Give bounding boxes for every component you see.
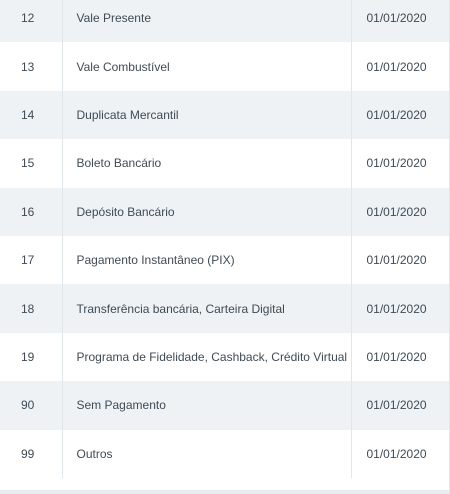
row-description: Pagamento Instantâneo (PIX) bbox=[62, 235, 352, 285]
table-row: 14 Duplicata Mercantil 01/01/2020 bbox=[0, 90, 449, 140]
row-code: 90 bbox=[0, 381, 63, 430]
row-date: 01/01/2020 bbox=[351, 187, 449, 236]
row-date: 01/01/2020 bbox=[351, 332, 449, 382]
row-date: 01/01/2020 bbox=[351, 90, 449, 140]
row-code: 13 bbox=[0, 42, 63, 91]
row-code: 18 bbox=[0, 284, 63, 333]
row-description: Outros bbox=[62, 429, 352, 478]
payment-methods-grid: 12 Vale Presente 01/01/2020 13 Vale Comb… bbox=[0, 0, 449, 478]
table-body: 12 Vale Presente 01/01/2020 13 Vale Comb… bbox=[0, 0, 449, 478]
row-date: 01/01/2020 bbox=[351, 429, 449, 478]
table-row: 15 Boleto Bancário 01/01/2020 bbox=[0, 139, 449, 188]
row-code: 12 bbox=[0, 0, 63, 43]
table-row: 18 Transferência bancária, Carteira Digi… bbox=[0, 284, 449, 333]
row-date: 01/01/2020 bbox=[351, 235, 449, 285]
table-row: 16 Depósito Bancário 01/01/2020 bbox=[0, 187, 449, 236]
row-code: 14 bbox=[0, 90, 63, 140]
row-code: 99 bbox=[0, 429, 63, 478]
row-description: Vale Combustível bbox=[62, 42, 352, 91]
row-description: Duplicata Mercantil bbox=[62, 90, 352, 140]
row-date: 01/01/2020 bbox=[351, 139, 449, 188]
row-date: 01/01/2020 bbox=[351, 284, 449, 333]
row-description: Programa de Fidelidade, Cashback, Crédit… bbox=[62, 332, 352, 382]
table-row: 12 Vale Presente 01/01/2020 bbox=[0, 0, 449, 43]
row-date: 01/01/2020 bbox=[351, 42, 449, 91]
row-code: 16 bbox=[0, 187, 63, 236]
row-description: Transferência bancária, Carteira Digital bbox=[62, 284, 352, 333]
row-description: Sem Pagamento bbox=[62, 381, 352, 430]
table-row: 99 Outros 01/01/2020 bbox=[0, 429, 449, 478]
row-description: Depósito Bancário bbox=[62, 187, 352, 236]
table-row: 13 Vale Combustível 01/01/2020 bbox=[0, 42, 449, 91]
row-code: 19 bbox=[0, 332, 63, 382]
row-date: 01/01/2020 bbox=[351, 381, 449, 430]
table-row: 90 Sem Pagamento 01/01/2020 bbox=[0, 381, 449, 430]
row-description: Boleto Bancário bbox=[62, 139, 352, 188]
table-bottom-border bbox=[0, 490, 449, 494]
table-row: 19 Programa de Fidelidade, Cashback, Cré… bbox=[0, 332, 449, 382]
row-code: 15 bbox=[0, 139, 63, 188]
row-description: Vale Presente bbox=[62, 0, 352, 43]
table-row: 17 Pagamento Instantâneo (PIX) 01/01/202… bbox=[0, 235, 449, 285]
row-date: 01/01/2020 bbox=[351, 0, 449, 43]
row-code: 17 bbox=[0, 235, 63, 285]
